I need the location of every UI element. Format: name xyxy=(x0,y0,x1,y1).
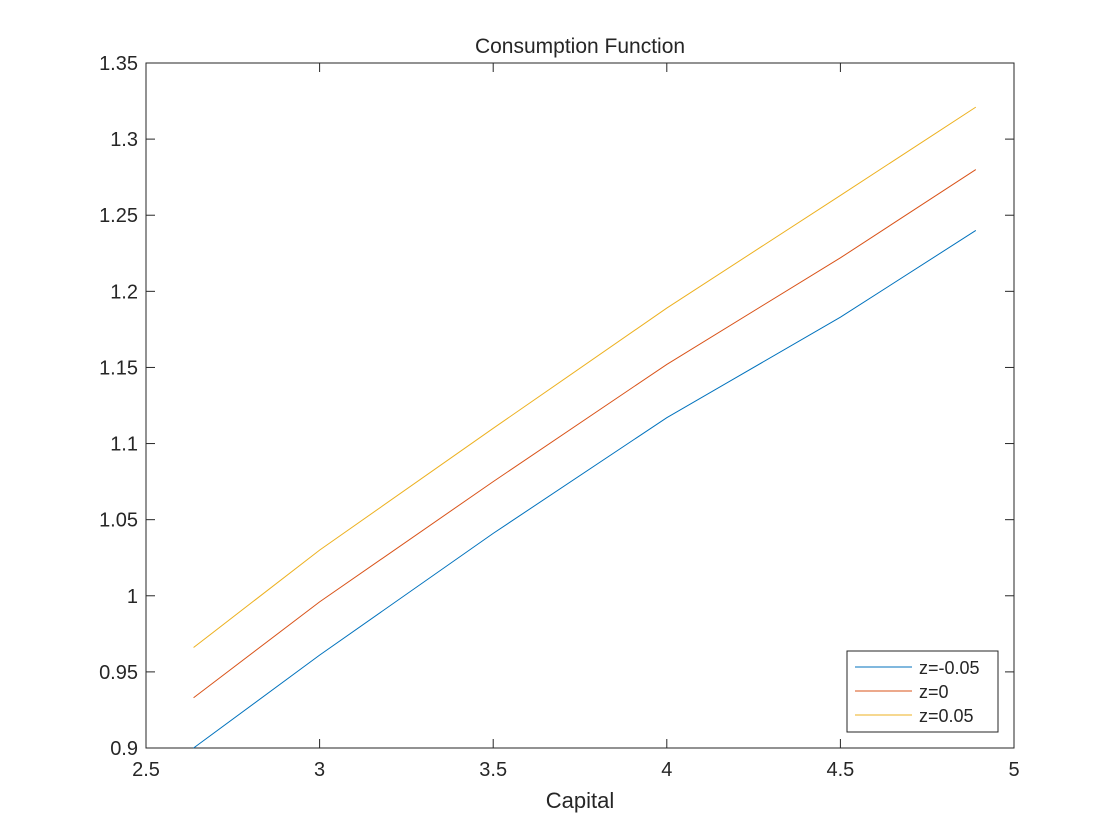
x-tick-label: 3 xyxy=(314,759,325,781)
y-tick-label: 0.9 xyxy=(110,738,138,760)
legend-label-0: z=-0.05 xyxy=(919,658,980,678)
y-tick-label: 1 xyxy=(127,586,138,608)
series-line-0 xyxy=(193,230,977,749)
series-group xyxy=(193,106,977,749)
x-tick-label: 3.5 xyxy=(479,759,507,781)
plot-area xyxy=(145,62,1015,749)
y-tick-label: 1.3 xyxy=(110,129,138,151)
y-tick-label: 1.15 xyxy=(99,357,138,379)
x-tick-label: 5 xyxy=(1008,759,1019,781)
x-tick-label: 2.5 xyxy=(132,759,160,781)
legend: z=-0.05 z=0 z=0.05 xyxy=(846,650,999,733)
y-tick-label: 1.25 xyxy=(99,205,138,227)
y-tick-label: 1.35 xyxy=(99,53,138,75)
x-tick-label: 4.5 xyxy=(826,759,854,781)
series-line-1 xyxy=(193,169,977,699)
x-axis-label: Capital xyxy=(546,788,614,813)
y-tick-label: 1.1 xyxy=(110,434,138,456)
x-tick-label: 4 xyxy=(661,759,672,781)
legend-label-2: z=0.05 xyxy=(919,706,974,726)
x-ticks: 2.5 3 3.5 4 4.5 5 xyxy=(132,63,1020,781)
y-tick-label: 1.2 xyxy=(110,281,138,303)
series-line-2 xyxy=(193,106,977,648)
y-ticks: 0.9 0.95 1 1.05 1.1 1.15 1.2 1.25 1.3 1.35 xyxy=(99,53,1014,760)
y-tick-label: 1.05 xyxy=(99,510,138,532)
chart-title: Consumption Function xyxy=(475,35,685,58)
legend-label-1: z=0 xyxy=(919,682,949,702)
y-tick-label: 0.95 xyxy=(99,662,138,684)
